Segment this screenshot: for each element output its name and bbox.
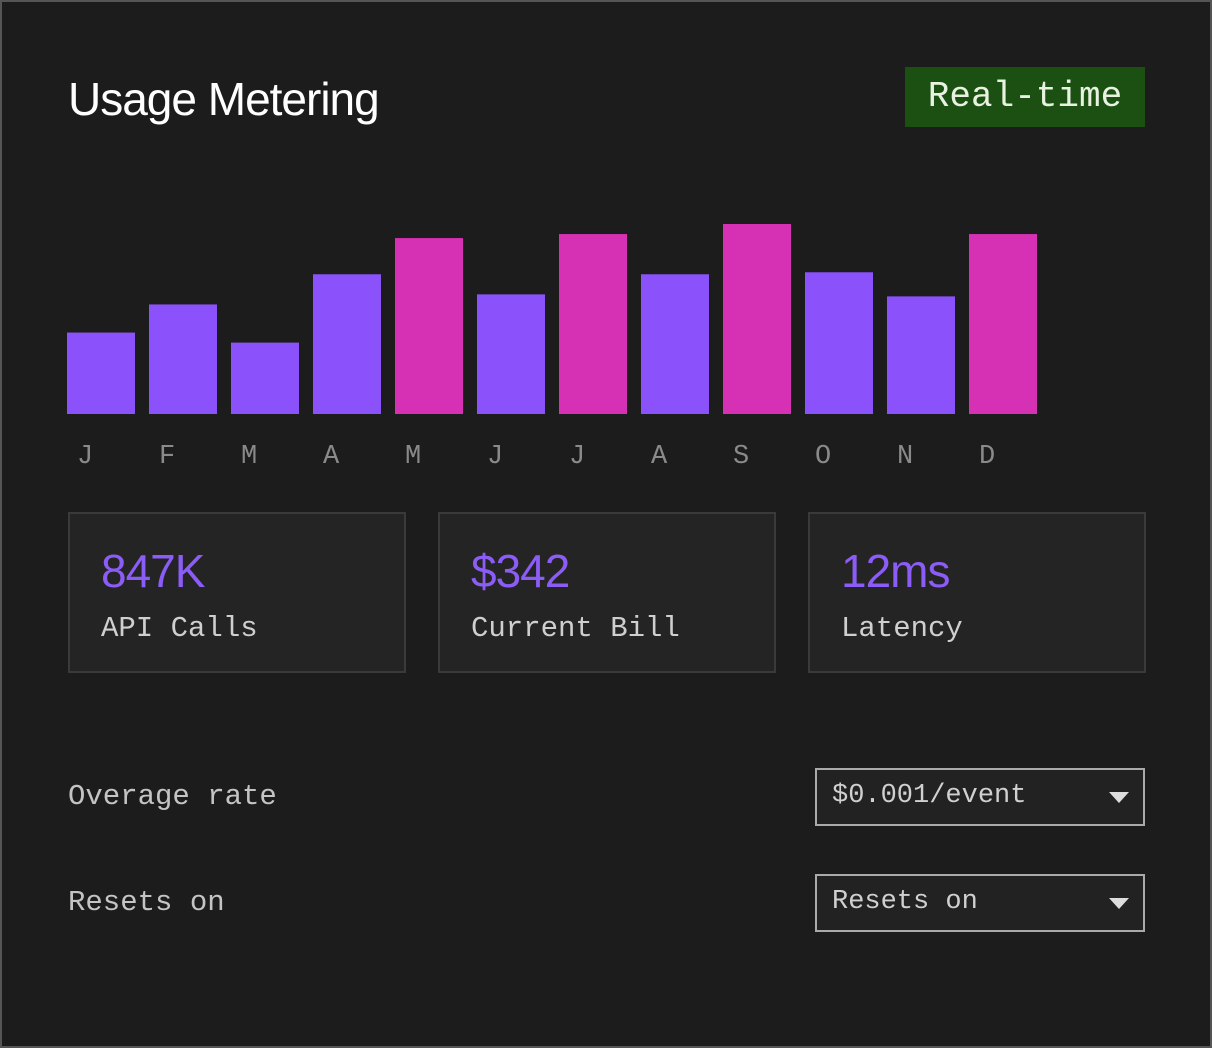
bar	[969, 234, 1037, 414]
stat-label: API Calls	[101, 612, 258, 645]
x-tick-label: F	[159, 442, 175, 472]
x-tick-label: J	[77, 442, 93, 472]
stat-value: $342	[471, 545, 570, 597]
title: Usage Metering	[68, 73, 380, 125]
dropdown[interactable]: Resets on	[815, 874, 1145, 932]
stat-label: Current Bill	[471, 612, 680, 645]
dropdown[interactable]: $0.001/event	[815, 768, 1145, 826]
bar	[231, 342, 299, 414]
x-tick-label: A	[651, 442, 668, 472]
dropdown-value: $0.001/event	[832, 781, 1027, 811]
dropdown-arrow	[1109, 898, 1129, 909]
bar	[313, 274, 381, 414]
bar	[887, 296, 955, 414]
x-tick-label: M	[405, 442, 421, 472]
x-tick-label: J	[569, 442, 585, 472]
x-tick-label: J	[487, 442, 503, 472]
bar	[149, 304, 217, 414]
setting-label: Resets on	[68, 886, 225, 919]
x-tick-label: S	[733, 442, 749, 472]
bar	[559, 234, 627, 414]
setting-label: Overage rate	[68, 780, 277, 813]
dropdown-value: Resets on	[832, 887, 978, 917]
stat-card: 12ms Latency	[808, 512, 1146, 673]
x-tick-label: M	[241, 442, 257, 472]
x-tick-label: N	[897, 442, 913, 472]
dropdown-arrow	[1109, 792, 1129, 803]
bar	[477, 294, 545, 414]
bar	[805, 272, 873, 414]
bar	[723, 224, 791, 414]
stat-value: 12ms	[841, 545, 950, 597]
status-badge: Real-time	[905, 67, 1145, 127]
stat-label: Latency	[841, 612, 963, 645]
x-tick-label: A	[323, 442, 340, 472]
bar	[395, 238, 463, 414]
bar	[67, 332, 135, 414]
stat-card: 847K API Calls	[68, 512, 406, 673]
bar	[641, 274, 709, 414]
stat-value: 847K	[101, 545, 205, 597]
x-tick-label: D	[979, 442, 995, 472]
x-tick-label: O	[815, 442, 831, 472]
stat-card: $342 Current Bill	[438, 512, 776, 673]
